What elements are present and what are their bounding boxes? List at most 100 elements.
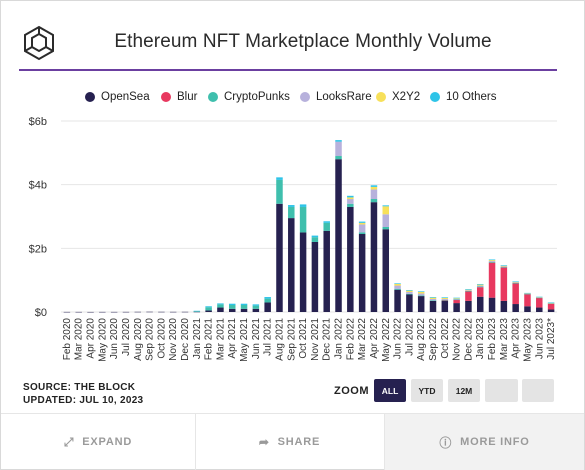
zoom-option-button[interactable]: [522, 379, 554, 402]
bar-segment: [193, 310, 201, 312]
bar-segment: [488, 260, 496, 262]
legend-item-others[interactable]: 10 Others: [430, 87, 497, 107]
x-tick-label: Jul 2021: [263, 318, 274, 356]
bar-segment: [358, 221, 366, 223]
updated-line: UPDATED: JUL 10, 2023: [23, 395, 144, 406]
x-tick-label: Jun 2021: [251, 318, 262, 360]
legend-label: OpenSea: [101, 91, 150, 103]
expand-button[interactable]: ⤢ EXPAND: [1, 414, 196, 470]
bar-segment: [512, 304, 519, 312]
zoom-option-button[interactable]: [485, 379, 518, 402]
bar-segment: [205, 306, 212, 308]
bar-segment: [406, 293, 413, 295]
x-tick-label: Apr 2022: [369, 318, 380, 359]
bar-segment: [536, 297, 543, 298]
bar-segment: [441, 297, 449, 299]
bar-segment: [264, 297, 271, 299]
legend-item-looksrare[interactable]: LooksRare: [300, 87, 372, 107]
bar-segment: [441, 300, 449, 302]
bar-segment: [382, 227, 390, 230]
bar-segment: [394, 283, 401, 286]
x-tick-label: Jun 2022: [393, 318, 404, 360]
bar-segment: [347, 203, 354, 207]
bar-segment: [547, 303, 555, 304]
bar-segment: [370, 202, 378, 312]
bar-segment: [476, 287, 484, 297]
bar-segment: [547, 302, 555, 303]
bar-segment: [299, 204, 307, 207]
x-tick-label: Apr 2021: [227, 318, 238, 359]
bar-segment: [252, 308, 260, 312]
zoom-12m-button[interactable]: 12M: [448, 379, 480, 402]
bar-segment: [347, 197, 354, 199]
bar-segment: [217, 307, 224, 312]
x-tick-label: Mar 2022: [357, 318, 368, 361]
y-tick-label: $4b: [29, 180, 47, 192]
bar-segment: [441, 300, 449, 312]
expand-label: EXPAND: [82, 436, 133, 448]
share-arrow-icon: ➦: [258, 435, 270, 449]
bar-segment: [524, 293, 531, 295]
card-footer: ⤢ EXPAND ➦ SHARE ⓘ MORE INFO: [1, 413, 584, 470]
zoom-ytd-button[interactable]: YTD: [411, 379, 443, 402]
bar-segment: [181, 311, 189, 313]
bar-segment: [358, 232, 366, 235]
x-tick-label: Mar 2021: [215, 318, 226, 361]
x-tick-label: Sep 2022: [428, 318, 439, 361]
bar-segment: [311, 241, 319, 312]
bar-segment: [323, 221, 330, 223]
bar-segment: [288, 206, 295, 219]
legend-item-cryptopunks[interactable]: CryptoPunks: [208, 87, 290, 107]
bar-segment: [512, 283, 519, 284]
x-tick-label: Mar 2020: [74, 318, 85, 361]
bar-segment: [465, 290, 472, 292]
x-tick-label: May 2023: [522, 318, 533, 362]
x-tick-label: Apr 2020: [86, 318, 97, 359]
legend-item-blur[interactable]: Blur: [161, 87, 197, 107]
x-tick-label: Jun 2020: [109, 318, 120, 360]
legend-label: X2Y2: [392, 91, 421, 103]
zoom-label: ZOOM: [334, 385, 369, 397]
bar-segment: [276, 177, 283, 180]
bar-segment: [488, 297, 496, 312]
x-tick-label: May 2021: [239, 318, 250, 362]
bar-segment: [370, 186, 378, 190]
bar-segment: [394, 285, 401, 289]
source-note: SOURCE: THE BLOCK UPDATED: JUL 10, 2023: [23, 381, 143, 407]
bar-segment: [358, 222, 366, 225]
bar-segment: [476, 296, 484, 312]
bar-segment: [476, 284, 484, 286]
x-tick-label: Aug 2021: [274, 318, 285, 361]
more-info-button[interactable]: ⓘ MORE INFO: [385, 414, 584, 470]
share-button[interactable]: ➦ SHARE: [195, 414, 385, 470]
legend-item-opensea[interactable]: OpenSea: [85, 87, 150, 107]
share-label: SHARE: [277, 436, 321, 448]
bar-segment: [429, 300, 437, 312]
legend-swatch: [376, 92, 386, 102]
bar-segment: [453, 298, 460, 299]
x-tick-label: Jun 2023: [534, 318, 545, 360]
legend-item-x2y2[interactable]: X2Y2: [376, 87, 420, 107]
bar-segment: [512, 283, 519, 305]
bar-segment: [536, 307, 543, 312]
bar-segment: [347, 195, 354, 198]
bar-segment: [488, 262, 496, 263]
bar-segment: [453, 299, 460, 304]
bar-segment: [406, 291, 413, 294]
bar-segment: [347, 198, 354, 204]
bar-segment: [453, 298, 460, 300]
bar-segment: [228, 304, 236, 309]
bar-segment: [500, 266, 508, 268]
bar-segment: [488, 262, 496, 298]
y-tick-label: $6b: [29, 116, 47, 128]
x-tick-label: Jul 2022: [404, 318, 415, 356]
legend-label: LooksRare: [316, 91, 372, 103]
bar-segment: [441, 298, 449, 300]
bar-segment: [323, 222, 330, 231]
bar-segment: [335, 141, 342, 157]
the-block-cube-icon: [24, 25, 54, 61]
zoom-all-button[interactable]: ALL: [374, 379, 406, 402]
bar-segment: [240, 303, 248, 305]
legend-swatch: [430, 92, 440, 102]
bar-segment: [193, 311, 201, 313]
